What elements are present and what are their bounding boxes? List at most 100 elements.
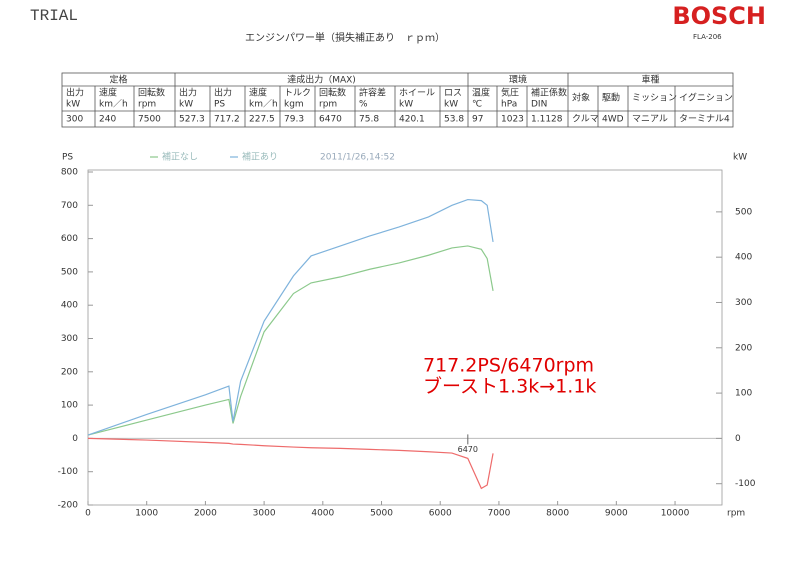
x-tick-label: 9000 (605, 509, 628, 519)
table-cell: 240 (99, 115, 116, 125)
y-tick-label: 200 (61, 367, 78, 377)
y-tick-label: -200 (58, 501, 79, 511)
legend-label: 補正なし (162, 151, 198, 163)
table-header: rpm (138, 100, 156, 110)
table-header: 駆動 (602, 93, 620, 104)
y-tick-label: 700 (61, 201, 78, 211)
y2-tick-label: 200 (735, 343, 752, 353)
table-group: 車種 (641, 74, 659, 86)
table-header: % (359, 100, 368, 110)
annotation-box (420, 350, 720, 400)
table-cell: 420.1 (399, 115, 425, 125)
annotation: ブースト1.3k→1.1k (423, 375, 596, 398)
table-header: rpm (319, 100, 337, 110)
table-header: 速度 (249, 87, 267, 99)
y2-tick-label: -100 (735, 479, 756, 489)
table-header: kW (66, 100, 80, 110)
x-tick-label: 10000 (661, 509, 690, 519)
table-header: 出力 (214, 87, 232, 99)
table-cell: 75.8 (359, 115, 379, 125)
x-tick-label: 4000 (311, 509, 334, 519)
table-group: 定格 (109, 74, 127, 86)
table-header: 回転数 (319, 87, 346, 99)
y-tick-label: 600 (61, 234, 78, 244)
x-axis-label: rpm (727, 509, 745, 519)
y2-tick-label: 300 (735, 298, 752, 308)
table-header: 気圧 (501, 87, 519, 99)
table-cell: 4WD (602, 115, 624, 125)
table-header: ホイール (399, 88, 435, 99)
table-header: ℃ (472, 100, 482, 110)
date: 2011/1/26,14:52 (320, 153, 395, 163)
y-tick-label: -100 (58, 467, 79, 477)
table-header: kW (444, 100, 458, 110)
table-header: kW (179, 100, 193, 110)
table-cell: 1.1128 (531, 115, 563, 125)
model: FLA-206 (693, 33, 722, 41)
y2-tick-label: 500 (735, 207, 752, 217)
table-header: ミッション (632, 94, 677, 104)
table-header: トルク (284, 88, 311, 99)
subtitle: エンジンパワー単（損失補正あり ｒｐｍ） (245, 31, 445, 44)
table-header: kW (399, 100, 413, 110)
table-cell: 1023 (501, 115, 524, 125)
table-header: km／h (249, 99, 278, 110)
table-cell: 717.2 (214, 115, 240, 125)
table-header: 温度 (472, 87, 490, 99)
series-line (87, 245, 494, 436)
y2-tick-label: 0 (735, 434, 741, 444)
table-cell: 97 (472, 115, 483, 125)
table-header: 補正係数 (531, 87, 567, 99)
table-header: DIN (531, 100, 547, 110)
table-header: kgm (284, 100, 304, 110)
table-header: hPa (501, 100, 517, 110)
x-tick-label: 7000 (487, 509, 510, 519)
y-tick-label: 0 (72, 434, 78, 444)
y-tick-label: 400 (61, 301, 78, 311)
table-header: 回転数 (138, 87, 165, 99)
y-tick-label: 100 (61, 401, 78, 411)
y-tick-label: 300 (61, 334, 78, 344)
title: TRIAL (30, 7, 78, 25)
x-tick-label: 6000 (429, 509, 452, 519)
y2-tick-label: 100 (735, 389, 752, 399)
table-cell: 79.3 (284, 115, 304, 125)
table-cell: 227.5 (249, 115, 275, 125)
x-tick-label: 8000 (546, 509, 569, 519)
annotation: 717.2PS/6470rpm (423, 355, 594, 377)
y2-tick-label: 400 (735, 253, 752, 263)
y-tick-label: 800 (61, 168, 78, 178)
table-header: 許容差 (359, 87, 386, 99)
table-group: 達成出力（MAX) (287, 74, 356, 86)
x-tick-label: 3000 (253, 509, 276, 519)
table-cell: 6470 (319, 115, 342, 125)
table-header: PS (214, 100, 225, 110)
y-tick-label: 500 (61, 267, 78, 277)
y-axis-label: PS (62, 153, 73, 163)
table-cell: マニアル (632, 115, 668, 125)
series-line (87, 198, 494, 436)
table-header: km／h (99, 99, 128, 110)
table-group: 環境 (509, 74, 527, 86)
table-cell: 7500 (138, 115, 161, 125)
table-frame (61, 72, 734, 128)
y2-axis-label: kW (733, 153, 747, 163)
legend-label: 補正あり (242, 151, 278, 163)
x-tick-label: 0 (85, 509, 91, 519)
table-cell: 527.3 (179, 115, 205, 125)
table-cell: 53.8 (444, 115, 464, 125)
table-header: 対象 (572, 92, 590, 104)
table-cell: クルマ (572, 114, 599, 125)
table-header: イグニション (679, 92, 733, 104)
peak-label: 6470 (458, 445, 478, 454)
x-tick-label: 2000 (194, 509, 217, 519)
table-cell: 300 (66, 115, 83, 125)
plot-frame (87, 169, 723, 506)
table-cell: ターミナル4 (679, 114, 730, 125)
table-header: ロス (444, 89, 462, 99)
table-header: 速度 (99, 87, 117, 99)
brand: BOSCH (672, 2, 766, 30)
table-header: 出力 (66, 87, 84, 99)
